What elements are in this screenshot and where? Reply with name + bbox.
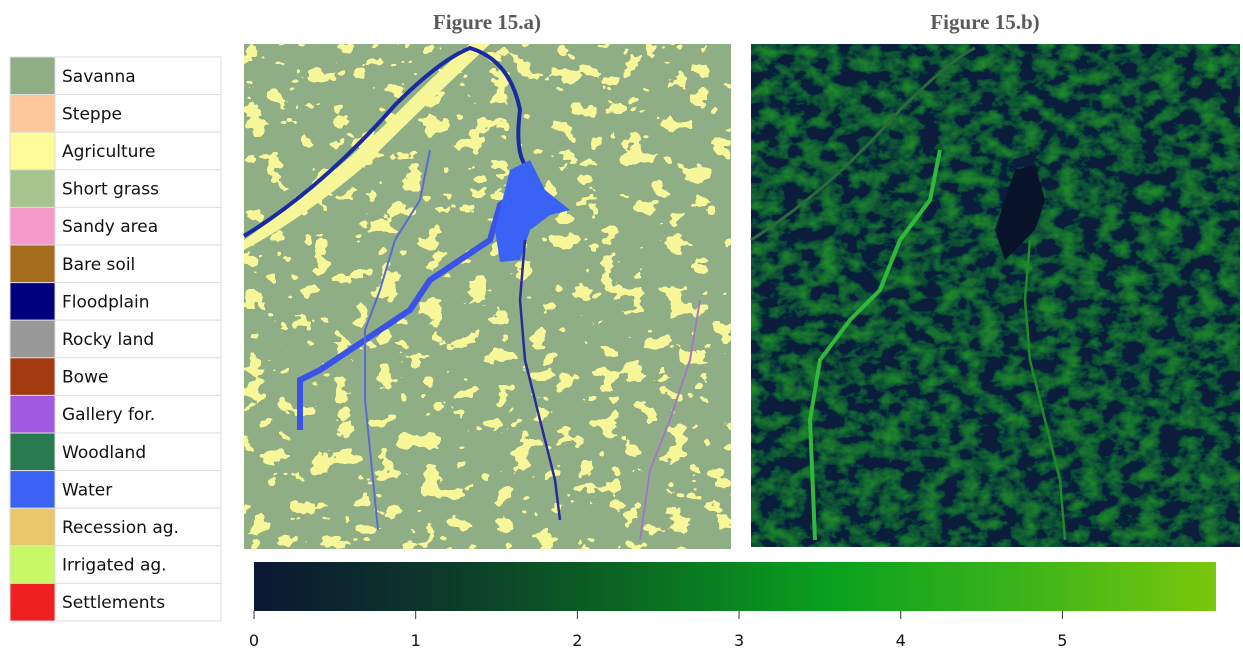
legend-swatch bbox=[10, 471, 55, 509]
legend-swatch bbox=[10, 320, 55, 358]
legend-swatch bbox=[10, 508, 55, 546]
figure-page: Figure 15.a) Figure 15.b) Savanna Steppe A… bbox=[0, 0, 1243, 663]
legend-swatch bbox=[10, 546, 55, 584]
legend-swatch bbox=[10, 207, 55, 245]
legend-swatch bbox=[10, 95, 55, 133]
legend-label: Bowe bbox=[62, 368, 108, 388]
legend-label: Rocky land bbox=[62, 330, 154, 350]
legend-swatch bbox=[10, 395, 55, 433]
legend-swatch bbox=[10, 583, 55, 621]
colorbar-ramp bbox=[254, 562, 1216, 611]
colorbar-tick-label: 0 bbox=[249, 631, 259, 650]
legend-label: Water bbox=[62, 480, 112, 500]
figure-title: Figure 15.b) bbox=[930, 10, 1039, 34]
map-background bbox=[244, 44, 731, 549]
legend-label: Woodland bbox=[62, 443, 146, 463]
legend-swatch bbox=[10, 283, 55, 321]
map-background bbox=[751, 44, 1240, 547]
legend-label: Short grass bbox=[62, 180, 159, 200]
legend-swatch bbox=[10, 170, 55, 208]
legend-label: Recession ag. bbox=[62, 518, 179, 538]
legend-swatch bbox=[10, 245, 55, 283]
legend: Savanna Steppe Agriculture Short grass Sandy… bbox=[10, 57, 221, 621]
legend-swatch bbox=[10, 132, 55, 170]
legend-swatch bbox=[10, 57, 55, 95]
colorbar-tick-label: 5 bbox=[1057, 631, 1067, 650]
colorbar: 0 1 2 3 4 5 bbox=[249, 562, 1216, 650]
legend-swatch bbox=[10, 358, 55, 396]
colorbar-tick-label: 1 bbox=[411, 631, 421, 650]
legend-label: Savanna bbox=[62, 67, 136, 87]
legend-swatch bbox=[10, 433, 55, 471]
legend-label: Bare soil bbox=[62, 255, 135, 275]
colorbar-tick-label: 2 bbox=[572, 631, 582, 650]
legend-label: Agriculture bbox=[62, 142, 156, 162]
legend-label: Gallery for. bbox=[62, 405, 155, 425]
legend-label: Sandy area bbox=[62, 217, 158, 237]
figure-title: Figure 15.a) bbox=[433, 10, 541, 34]
legend-label: Settlements bbox=[62, 593, 165, 613]
legend-label: Floodplain bbox=[62, 292, 150, 312]
colorbar-tick-label: 3 bbox=[734, 631, 744, 650]
legend-label: Irrigated ag. bbox=[62, 556, 167, 576]
colorbar-tick-label: 4 bbox=[896, 631, 906, 650]
legend-label: Steppe bbox=[62, 104, 122, 124]
land-cover-map bbox=[244, 44, 731, 549]
index-map bbox=[751, 44, 1240, 547]
